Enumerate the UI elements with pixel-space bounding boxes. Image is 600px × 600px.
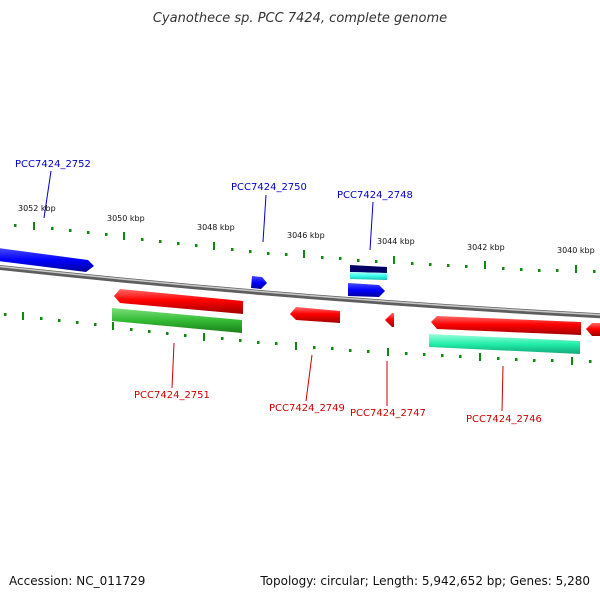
gene-arrow[interactable] (586, 323, 600, 336)
leader-line (305, 354, 313, 402)
gene-feature[interactable] (350, 272, 387, 280)
gene-arrow[interactable] (290, 307, 340, 323)
gene-label-top[interactable]: PCC7424_2748 (337, 190, 413, 201)
gene-label-top[interactable]: PCC7424_2750 (231, 182, 307, 193)
scale-label: 3048 kbp (197, 223, 235, 232)
scale-label: 3042 kbp (467, 243, 505, 252)
gene-arrow[interactable] (385, 313, 394, 327)
gene-arrow[interactable] (114, 289, 243, 314)
gene-feature[interactable] (429, 334, 580, 354)
genome-backbone-highlight (0, 265, 600, 316)
accession-text: Accession: NC_011729 (9, 574, 145, 588)
reverse-strand-features (112, 289, 600, 354)
top-gene-labels: PCC7424_2752 PCC7424_2750 PCC7424_2748 (15, 159, 413, 251)
scale-label: 3046 kbp (287, 231, 325, 240)
leader-line (43, 170, 52, 219)
genome-summary-text: Topology: circular; Length: 5,942,652 bp… (259, 574, 590, 588)
leader-line (171, 342, 175, 389)
inner-tick-ring (4, 312, 592, 365)
scale-label: 3050 kbp (107, 214, 145, 223)
scale-label: 3052 kbp (18, 204, 56, 213)
gene-arrow[interactable] (0, 248, 94, 272)
scale-labels: 3052 kbp 3050 kbp 3048 kbp 3046 kbp 3044… (18, 204, 595, 255)
bottom-gene-labels: PCC7424_2751 PCC7424_2749 PCC7424_2747 P… (134, 342, 542, 425)
forward-strand-features (0, 248, 387, 297)
scale-label: 3040 kbp (557, 246, 595, 255)
gene-arrow[interactable] (348, 283, 385, 297)
gene-label-bottom[interactable]: PCC7424_2746 (466, 414, 542, 425)
scale-label: 3044 kbp (377, 237, 415, 246)
gene-arrow[interactable] (251, 276, 267, 289)
leader-line (369, 201, 374, 251)
gene-label-bottom[interactable]: PCC7424_2751 (134, 390, 210, 401)
outer-tick-ring (14, 222, 596, 273)
genome-backbone (0, 265, 600, 319)
gene-label-top[interactable]: PCC7424_2752 (15, 159, 91, 170)
gene-label-bottom[interactable]: PCC7424_2747 (350, 408, 426, 419)
gene-arrow[interactable] (431, 316, 581, 335)
gene-feature[interactable] (350, 265, 387, 273)
leader-line (501, 365, 504, 412)
leader-line (262, 194, 267, 243)
map-title: Cyanothece sp. PCC 7424, complete genome (153, 11, 447, 26)
gene-feature[interactable] (112, 308, 242, 333)
gene-label-bottom[interactable]: PCC7424_2749 (269, 403, 345, 414)
